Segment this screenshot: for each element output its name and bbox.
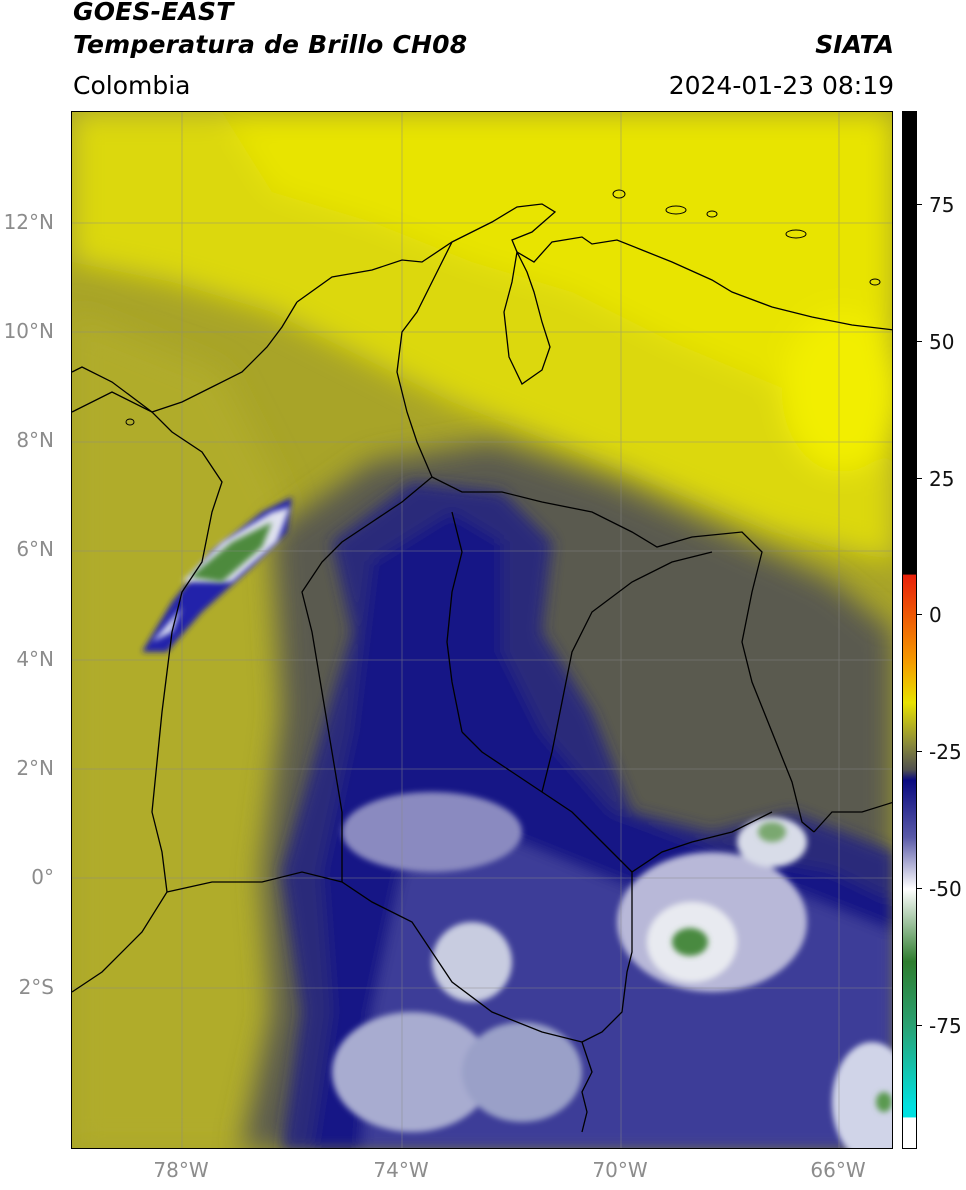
graticule <box>72 112 892 1148</box>
antioquia-cloud-cluster <box>142 497 292 652</box>
y-tick-10n: 10°N <box>3 319 54 343</box>
y-tick-2n: 2°N <box>16 756 54 780</box>
caribbean-islands <box>125 189 881 426</box>
colorbar-label-neg50: -50 <box>929 877 962 901</box>
satellite-title: GOES-EAST <box>73 0 234 26</box>
y-tick-4n: 4°N <box>16 647 54 671</box>
colorbar-label-50: 50 <box>929 330 955 354</box>
colorbar <box>902 111 917 1149</box>
colorbar-label-0: 0 <box>929 603 942 627</box>
y-tick-8n: 8°N <box>16 428 54 452</box>
y-tick-0: 0° <box>31 865 54 889</box>
product-title: Temperatura de Brillo CH08 <box>73 30 468 59</box>
y-tick-2s: 2°S <box>18 975 54 999</box>
x-tick-70w: 70°W <box>592 1158 648 1182</box>
datetime-label: 2024-01-23 08:19 <box>668 71 894 100</box>
colorbar-label-75: 75 <box>929 193 955 217</box>
region-label: Colombia <box>73 71 191 100</box>
y-tick-12n: 12°N <box>3 210 54 234</box>
cold-cores <box>672 822 892 1112</box>
x-tick-74w: 74°W <box>373 1158 429 1182</box>
satellite-map <box>71 111 893 1149</box>
colorbar-label-25: 25 <box>929 467 955 491</box>
colorbar-label-neg25: -25 <box>929 740 962 764</box>
x-tick-66w: 66°W <box>810 1158 866 1182</box>
colorbar-label-neg75: -75 <box>929 1014 962 1038</box>
borders <box>72 203 892 1133</box>
y-tick-6n: 6°N <box>16 537 54 561</box>
x-tick-78w: 78°W <box>153 1158 209 1182</box>
warm-yellow-region <box>72 112 892 562</box>
brand-label: SIATA <box>815 30 894 59</box>
